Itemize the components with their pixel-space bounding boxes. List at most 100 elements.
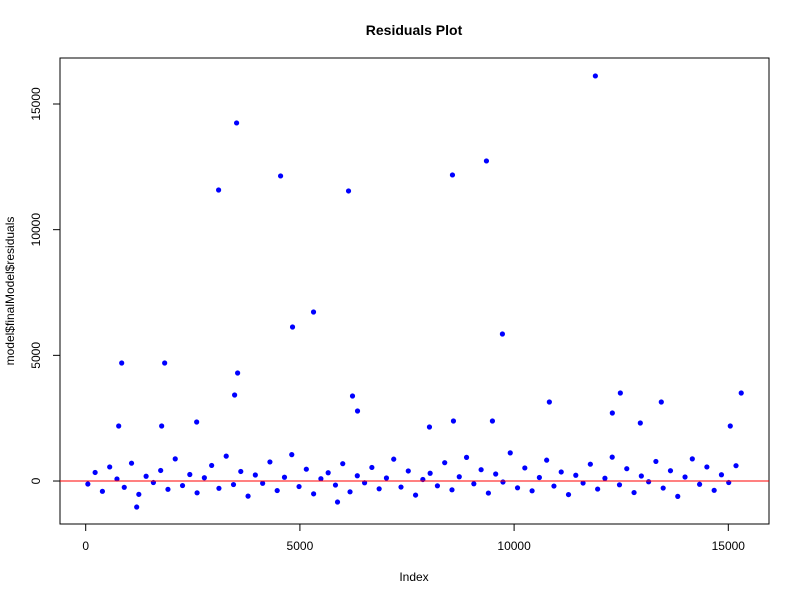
point — [289, 452, 295, 458]
point — [354, 408, 361, 414]
point — [485, 490, 491, 496]
point — [602, 475, 608, 481]
point — [209, 462, 215, 469]
point — [340, 461, 346, 467]
point — [456, 474, 462, 480]
point — [733, 463, 739, 469]
point — [194, 490, 200, 496]
point — [194, 419, 200, 425]
point — [682, 474, 688, 480]
point — [450, 418, 457, 424]
point — [223, 453, 229, 459]
x-axis-label: Index — [399, 570, 428, 584]
point — [658, 399, 664, 405]
point — [499, 331, 506, 337]
point — [281, 474, 288, 480]
point — [134, 504, 140, 510]
point — [165, 486, 171, 492]
point — [369, 464, 375, 471]
point — [274, 487, 280, 494]
point — [230, 481, 237, 488]
point — [121, 484, 127, 490]
point — [442, 460, 448, 466]
point — [616, 482, 623, 488]
x-tick-label: 5000 — [287, 539, 314, 553]
point — [529, 488, 535, 494]
y-axis-label: model$finalModel$residuals — [3, 217, 17, 366]
point — [92, 469, 98, 476]
point — [500, 479, 506, 485]
point — [158, 467, 164, 474]
point — [646, 479, 652, 485]
point — [119, 360, 125, 366]
point — [704, 464, 710, 470]
point — [573, 472, 579, 478]
point — [233, 120, 240, 126]
y-tick-label: 15000 — [29, 87, 43, 121]
point — [727, 423, 733, 429]
point — [493, 471, 499, 477]
plot-frame — [59, 57, 770, 525]
point — [245, 493, 251, 499]
point — [638, 473, 644, 479]
point — [580, 480, 586, 486]
point — [332, 482, 339, 488]
point — [334, 499, 341, 505]
point — [85, 481, 91, 487]
point — [187, 471, 193, 478]
point — [260, 480, 266, 486]
point — [434, 483, 441, 489]
point — [232, 392, 238, 398]
point — [536, 474, 542, 481]
point — [609, 454, 615, 460]
point — [162, 360, 168, 366]
point — [551, 483, 557, 489]
point — [592, 73, 598, 79]
point — [617, 390, 623, 396]
point — [391, 456, 397, 462]
point — [179, 482, 186, 489]
point — [383, 475, 390, 481]
point — [675, 493, 681, 499]
point — [689, 456, 695, 462]
point — [277, 173, 284, 179]
point — [318, 476, 324, 482]
point — [696, 481, 703, 487]
x-tick-label: 10000 — [497, 539, 531, 553]
point — [289, 324, 296, 330]
point — [99, 488, 106, 494]
point — [354, 473, 360, 479]
point — [296, 483, 302, 490]
y-tick-label: 10000 — [29, 213, 43, 247]
y-tick-label: 0 — [29, 477, 43, 484]
point — [653, 458, 659, 465]
point — [449, 172, 456, 178]
point — [631, 489, 637, 496]
point — [235, 370, 241, 376]
point — [558, 469, 564, 475]
point — [587, 461, 593, 467]
point — [172, 456, 178, 462]
point — [471, 481, 477, 487]
x-tick-label: 15000 — [712, 539, 746, 553]
point — [143, 473, 149, 479]
point — [522, 465, 528, 471]
point — [711, 487, 717, 493]
point — [107, 464, 113, 470]
point — [398, 484, 404, 490]
point — [546, 399, 552, 405]
point — [238, 468, 244, 475]
point — [216, 485, 222, 491]
point — [718, 472, 725, 478]
point — [637, 420, 643, 426]
point — [303, 466, 309, 472]
point — [624, 466, 630, 472]
point — [427, 470, 433, 476]
chart-title: Residuals Plot — [366, 22, 463, 38]
point — [215, 187, 222, 193]
x-tick-label: 0 — [82, 539, 89, 553]
point — [412, 492, 419, 498]
point — [252, 472, 258, 478]
